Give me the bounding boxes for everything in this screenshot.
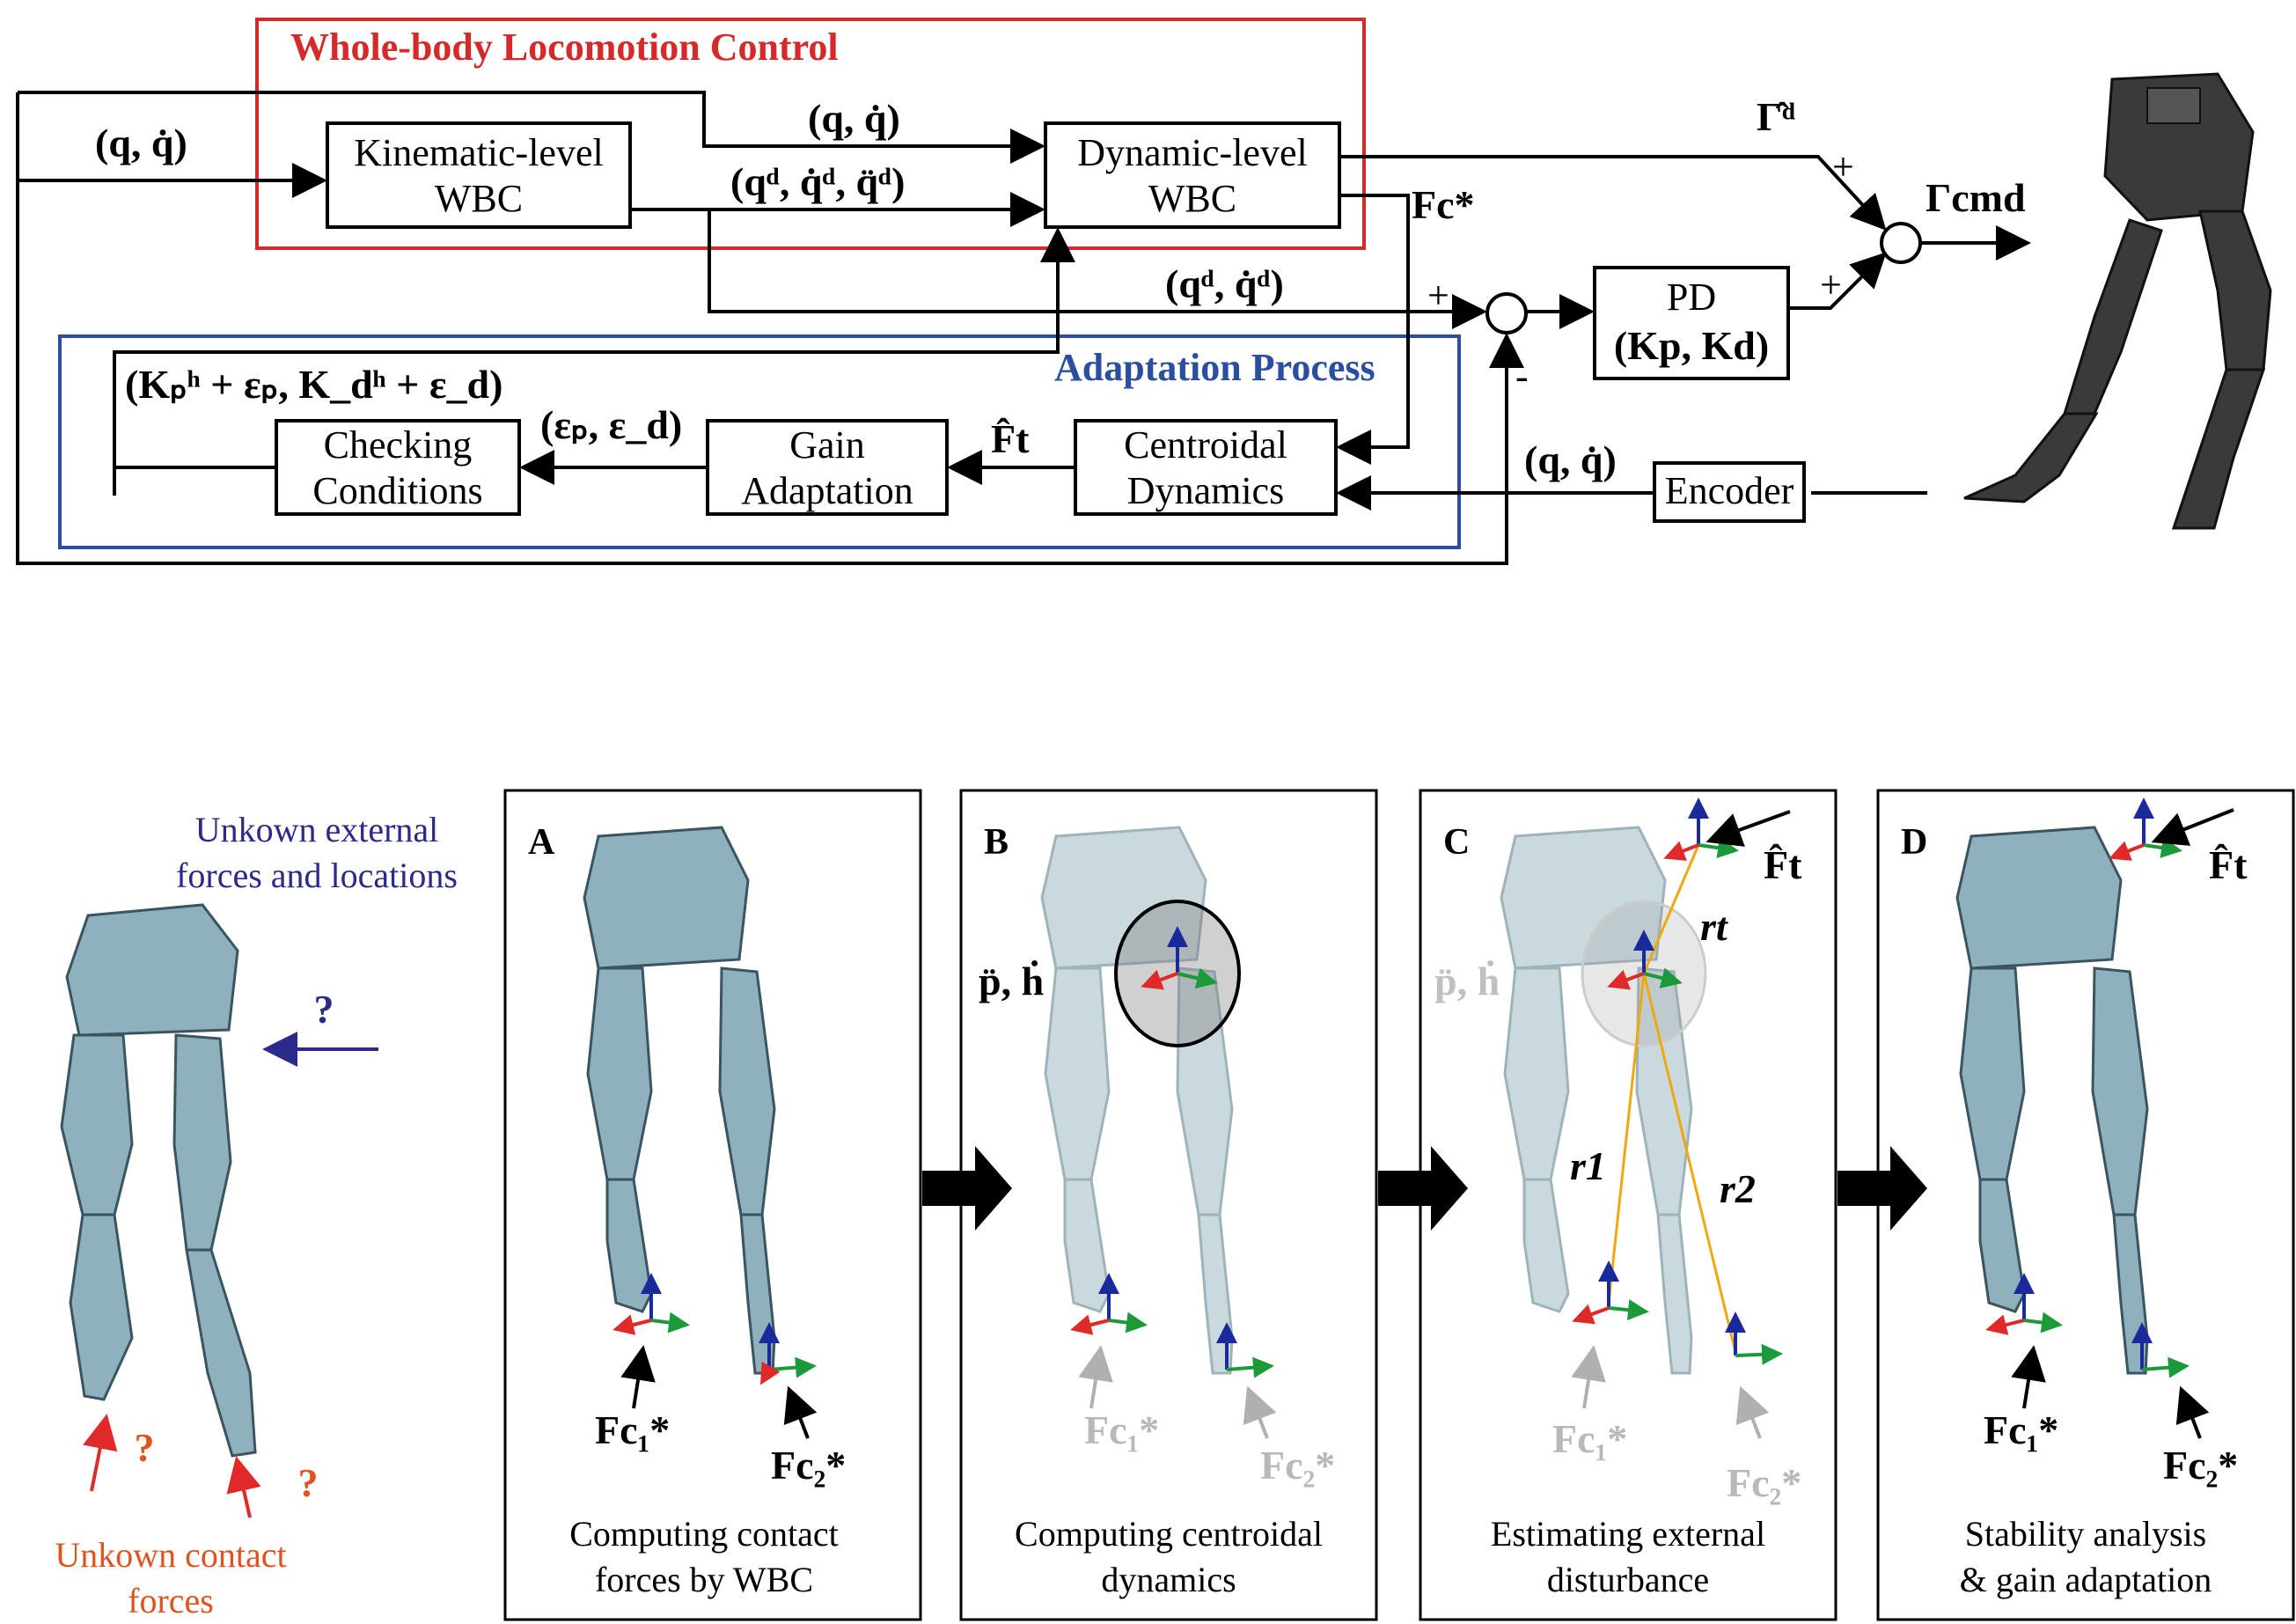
svg-text:Dynamics: Dynamics [1127,469,1284,512]
panel-c-r2: r2 [1720,1166,1756,1211]
flow-arrow-cd [1838,1146,1927,1231]
panel-c-pdot: p̈, ḣ [1434,959,1500,1003]
panel-b-pdot: p̈, ḣ [979,959,1044,1003]
panel-a-fc1: Fc₁* [595,1407,670,1452]
panel-d-fc1: Fc₁* [1984,1407,2058,1452]
flow-arrow-ab [922,1146,1012,1231]
panel-c-fc1: Fc₁* [1552,1416,1627,1461]
panel-a: A Fc₁* Fc₂* Computing contact forces by … [528,822,846,1599]
adaptation-title: Adaptation Process [1054,346,1375,389]
svg-text:PD: PD [1667,276,1716,319]
encoder-block: Encoder [1653,461,1806,523]
robot-illustration-dark [1963,72,2272,530]
label-q-encoder: (q, q̇) [1524,437,1617,482]
svg-text:Centroidal: Centroidal [1124,423,1287,467]
minus-sign: - [1515,355,1529,398]
panel-c-ft: F̂t [1764,842,1802,887]
panel-a-frame [503,789,922,1621]
panel-a-caption-1: Computing contact [569,1514,839,1554]
label-q-input: (q, q̇) [95,121,187,165]
panel-d-letter: D [1901,822,1927,863]
panel-b-fc2: Fc₂* [1260,1443,1335,1488]
label-gains-updated: (Kₚʰ + εₚ, K_dʰ + ε_d) [125,362,502,407]
unknown-external-label-2: forces and locations [176,856,458,895]
panel-c-fc2: Fc₂* [1727,1460,1801,1505]
svg-text:Encoder: Encoder [1665,469,1794,512]
kinematic-wbc-block: Kinematic-level WBC [326,121,632,229]
svg-text:Gain: Gain [789,423,865,467]
panel-a-letter: A [528,822,555,863]
panel-a-caption-2: forces by WBC [595,1560,813,1599]
sum-junction-error [1485,292,1528,334]
svg-text:Dynamic-level: Dynamic-level [1077,131,1307,174]
sum-junction-torque [1880,222,1922,264]
dynamic-wbc-block: Dynamic-level WBC [1044,121,1341,229]
svg-text:(Kp, Kd): (Kp, Kd) [1614,323,1769,368]
panel-c-caption-1: Estimating external [1491,1514,1765,1554]
wbc-title: Whole-body Locomotion Control [290,26,839,69]
label-q-top: (q, q̇) [808,96,900,141]
label-fc-star: Fc* [1412,182,1475,227]
label-q-desired-pd: (qᵈ, q̇ᵈ) [1165,261,1284,306]
panel-c-caption-2: disturbance [1547,1560,1709,1599]
svg-text:WBC: WBC [435,177,523,220]
signal-lines [16,91,2031,565]
svg-text:WBC: WBC [1148,177,1236,220]
svg-text:Kinematic-level: Kinematic-level [354,131,603,174]
panel-b-fc1: Fc₁* [1084,1407,1159,1452]
panel-b-caption-1: Computing centroidal [1015,1514,1323,1554]
panel-c-rt: rt [1700,904,1728,949]
plus-sign-1: + [1427,274,1449,317]
centroidal-dynamics-block: Centroidal Dynamics [1074,419,1338,516]
panel-c: C p̈, ḣ F̂t rt r1 r2 Fc₁* Fc₂* Estimatin… [1434,797,1802,1599]
panel-d-fc2: Fc₂* [2163,1443,2238,1488]
panel-d-ft: F̂t [2209,842,2248,887]
panel-c-letter: C [1443,822,1470,863]
panel-d-caption-1: Stability analysis [1965,1514,2206,1554]
panel-d-caption-2: & gain adaptation [1960,1560,2212,1599]
panel-b-letter: B [984,822,1009,863]
adaptation-group-frame [58,334,1461,549]
gain-adaptation-block: Gain Adaptation [706,419,949,516]
label-gamma-d: Γ̂ᵈ [1757,94,1795,139]
checking-conditions-block: Checking Conditions [275,419,521,516]
svg-text:Adaptation: Adaptation [741,469,913,512]
question-contact-2: ? [298,1460,319,1505]
pd-block: PD (Kp, Kd) [1593,266,1790,380]
panel-c-r1: r1 [1570,1143,1606,1188]
flow-arrow-bc [1378,1146,1468,1231]
unknown-external-label-1: Unkown external [195,810,439,849]
unknown-contact-label-1: Unkown contact [55,1535,286,1575]
left-robot-illustration: Unkown external forces and locations ? ?… [55,810,458,1620]
svg-text:Checking: Checking [324,423,473,467]
question-contact-1: ? [135,1425,155,1470]
panel-b: B p̈, ḣ Fc₁* Fc₂* Computing centroidal d… [979,822,1335,1599]
plus-sign-3: + [1820,263,1842,306]
svg-text:Conditions: Conditions [312,469,482,512]
wbc-group-frame [255,18,1366,250]
plus-sign-2: + [1832,145,1854,188]
panel-a-fc2: Fc₂* [771,1443,846,1488]
label-eps: (εₚ, ε_d) [540,402,682,447]
unknown-contact-label-2: forces [128,1581,214,1620]
label-gamma-cmd: Γcmd [1926,175,2026,220]
panel-d: D F̂t Fc₁* Fc₂* Stability analysis & gai… [1901,797,2248,1599]
label-q-desired-full: (qᵈ, q̇ᵈ, q̈ᵈ) [730,159,905,204]
panel-b-caption-2: dynamics [1101,1560,1236,1599]
question-external: ? [314,987,334,1032]
label-ft-hat: F̂t [991,416,1030,461]
